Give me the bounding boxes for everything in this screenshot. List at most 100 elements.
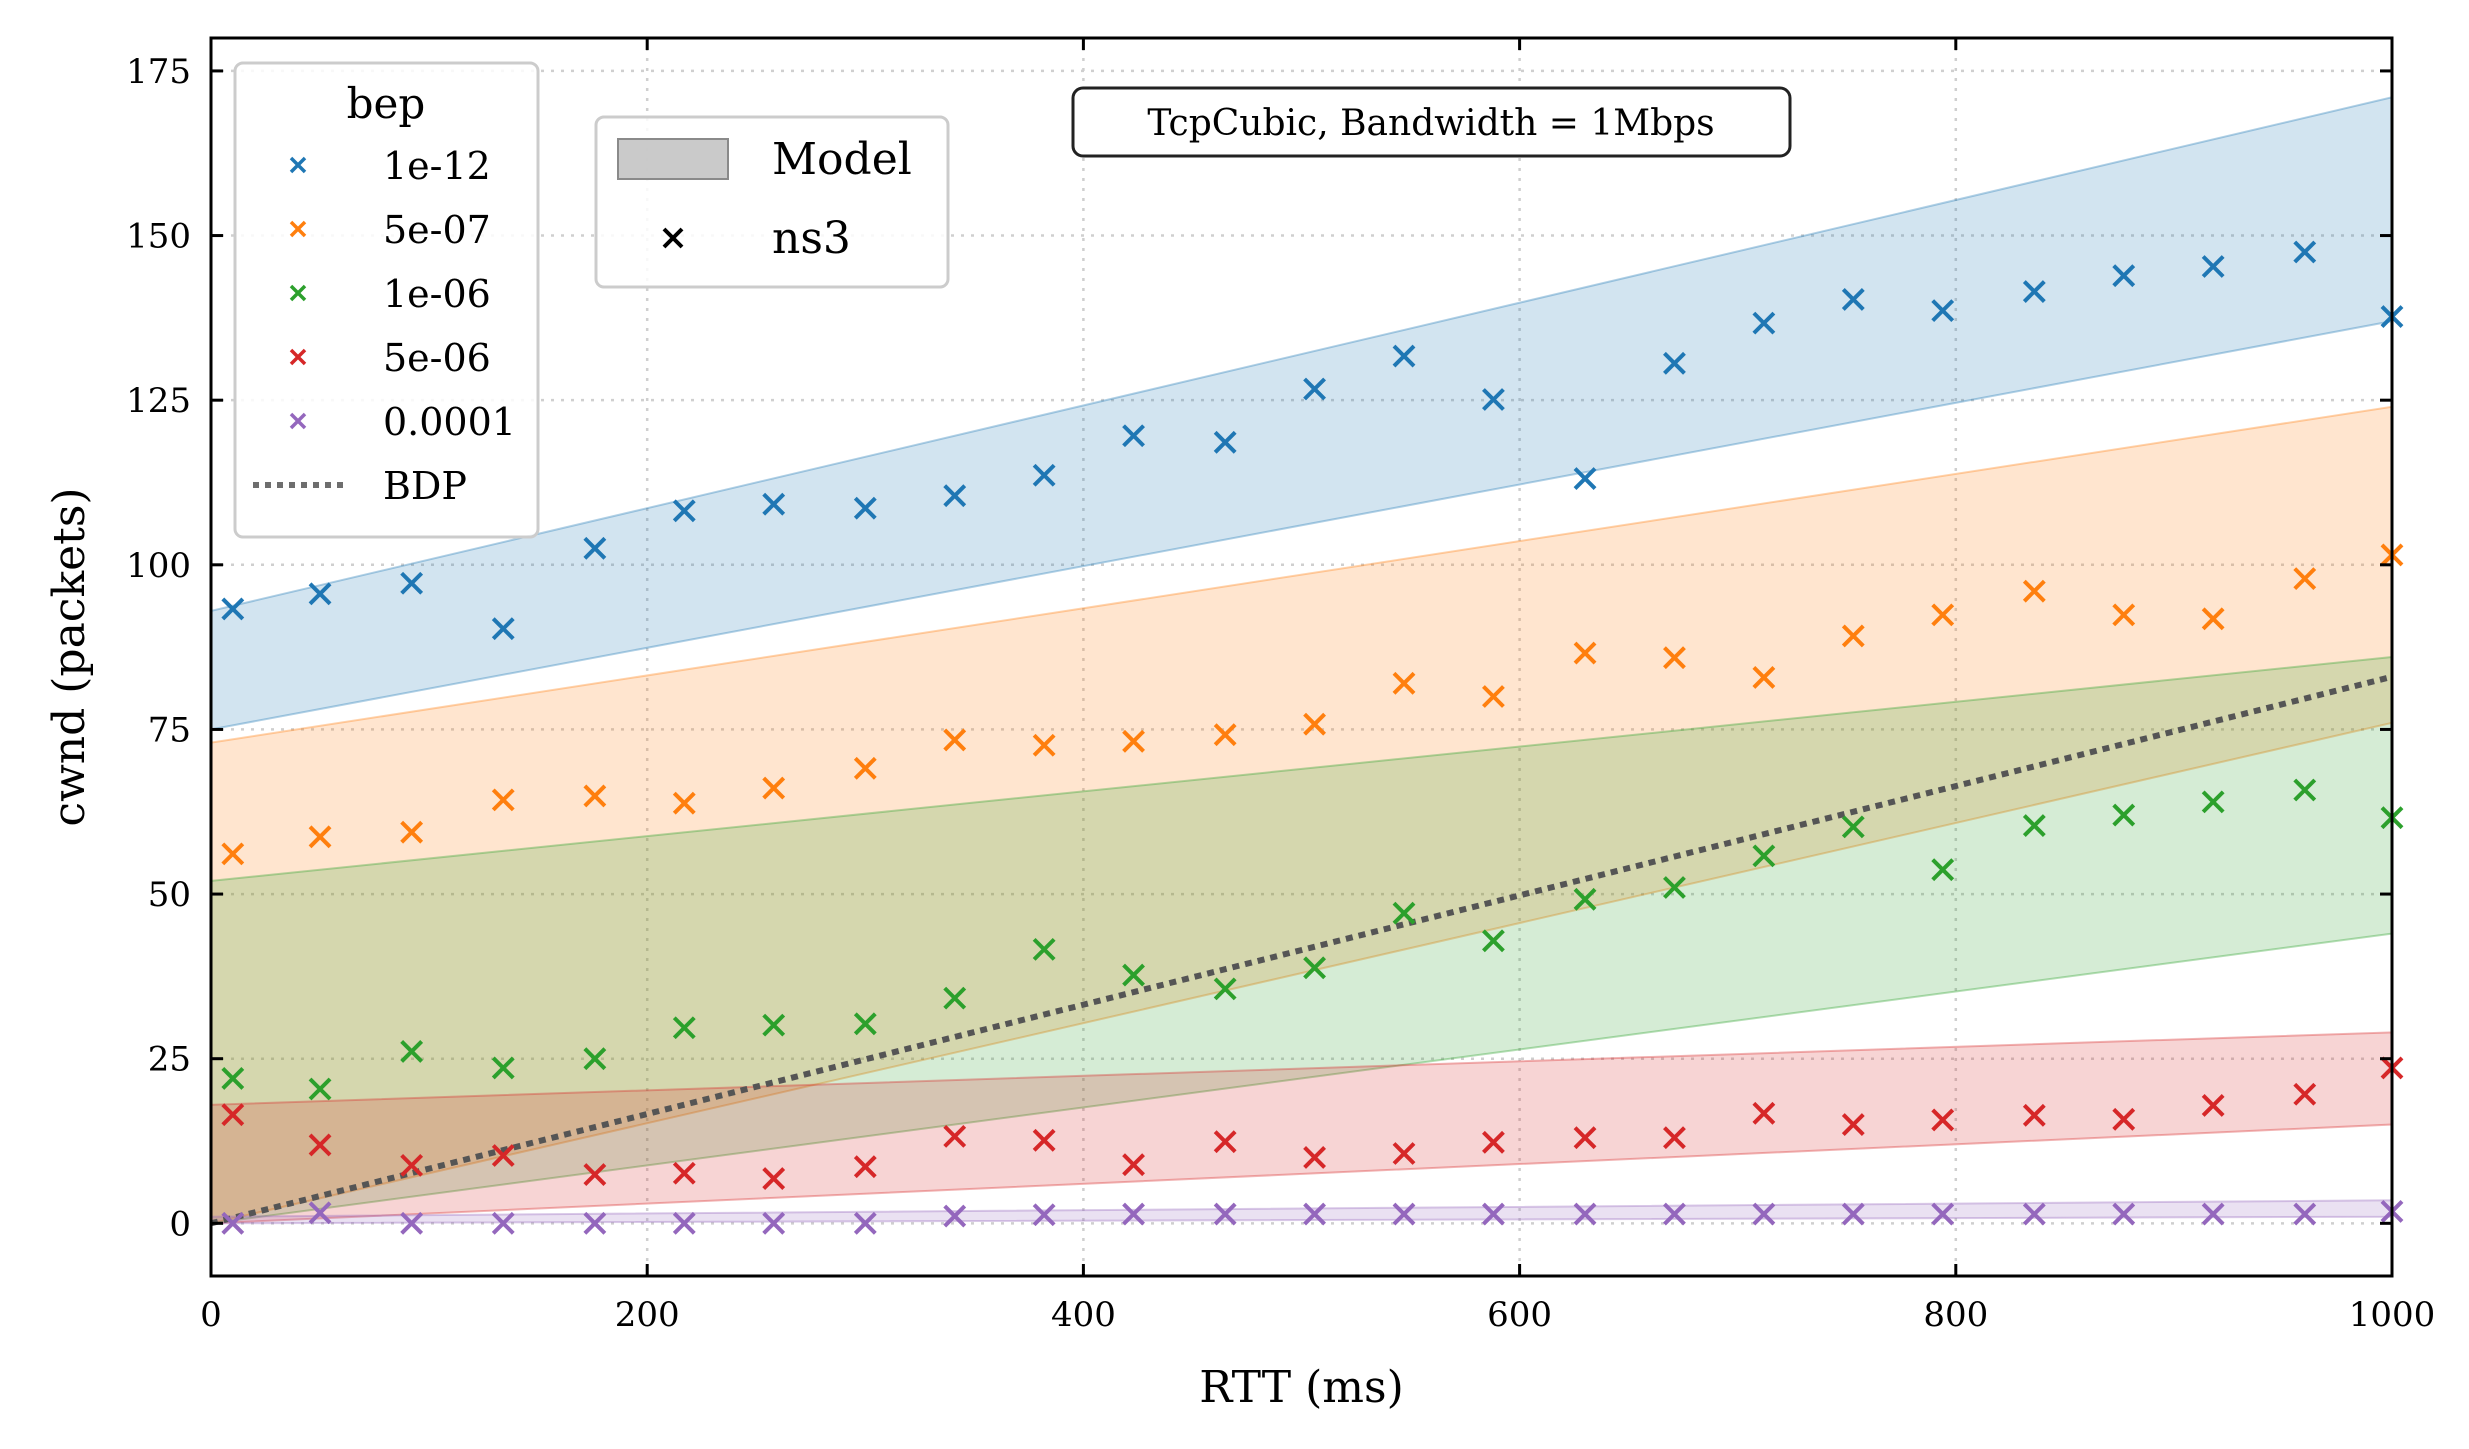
ns3-point-1e-06 — [943, 986, 967, 1010]
ns3-point-1e-06 — [1122, 963, 1145, 987]
ns3-point-5e-06 — [1482, 1130, 1505, 1154]
ns3-point-5e-06 — [1303, 1146, 1327, 1169]
ns3-point-1e-06 — [762, 1013, 786, 1037]
ns3-point-1e-12 — [672, 499, 696, 523]
ns3-point-0.0001 — [1213, 1202, 1237, 1226]
ns3-point-1e-12 — [943, 484, 967, 508]
ns3-point-5e-07 — [1122, 729, 1145, 753]
ns3-point-5e-06 — [1841, 1113, 1865, 1136]
ns3-point-0.0001 — [400, 1211, 424, 1235]
bdp-line — [210, 673, 2393, 1227]
ns3-point-5e-07 — [2201, 607, 2225, 631]
ns3-point-1e-06 — [308, 1077, 332, 1101]
ns3-point-5e-06 — [400, 1153, 424, 1177]
ns3-point-1e-12 — [583, 536, 607, 560]
x-tick-label: 200 — [615, 1295, 680, 1335]
ns3-point-1e-12 — [2022, 280, 2046, 303]
ns3-point-1e-12 — [2293, 240, 2317, 264]
ns3-point-1e-12 — [2201, 255, 2225, 278]
ns3-point-5e-06 — [1931, 1108, 1955, 1132]
ns3-point-0.0001 — [1392, 1202, 1416, 1226]
ns3-point-0.0001 — [2112, 1202, 2136, 1226]
ns3-point-0.0001 — [1931, 1202, 1955, 1226]
ns3-point-5e-06 — [491, 1144, 515, 1167]
ns3-point-1e-06 — [1931, 858, 1955, 882]
ns3-point-5e-07 — [2293, 567, 2317, 591]
ns3-point-5e-07 — [491, 788, 515, 812]
ns3-point-5e-07 — [1573, 641, 1597, 665]
ns3-point-5e-06 — [1752, 1101, 1776, 1125]
ns3-point-0.0001 — [2201, 1202, 2225, 1226]
legend-marker-5e-07 — [289, 220, 307, 238]
legend-bep: bep 1e-12 5e-07 1e-06 5e-06 0.0001 BDP — [233, 61, 540, 539]
ns3-point-5e-07 — [762, 776, 786, 800]
ns3-point-1e-12 — [853, 496, 877, 520]
ns3-point-5e-07 — [1752, 665, 1776, 689]
ns3-point-5e-06 — [2022, 1103, 2046, 1127]
ns3-point-5e-06 — [1032, 1128, 1056, 1152]
ns3-point-0.0001 — [1482, 1202, 1505, 1226]
legend-model-swatch — [617, 138, 729, 180]
ns3-point-1e-06 — [2112, 803, 2136, 827]
ns3-point-0.0001 — [491, 1211, 515, 1235]
annotation-box: TcpCubic, Bandwidth = 1Mbps — [1071, 86, 1792, 158]
annotation-text: TcpCubic, Bandwidth = 1Mbps — [1147, 103, 1714, 144]
legend-marker-0.0001 — [289, 412, 307, 430]
ns3-point-5e-07 — [1392, 671, 1416, 695]
ns3-point-1e-06 — [1303, 956, 1327, 980]
legend-model: Model ns3 — [594, 115, 950, 289]
ns3-point-5e-07 — [853, 756, 877, 780]
legend-ns3-marker — [662, 227, 684, 249]
y-tick-label: 25 — [148, 1040, 191, 1080]
legend-label-bdp: BDP — [383, 464, 467, 508]
y-tick-label: 50 — [148, 875, 191, 915]
ns3-point-1e-12 — [1931, 299, 1955, 323]
legend-label-5e-07: 5e-07 — [383, 208, 491, 252]
ns3-point-5e-07 — [1663, 646, 1686, 670]
ns3-point-0.0001 — [2022, 1202, 2046, 1226]
ns3-point-5e-06 — [1213, 1130, 1237, 1154]
x-tick-label: 600 — [1487, 1295, 1552, 1335]
legend-ns3-label: ns3 — [772, 213, 851, 264]
x-tick-label: 400 — [1051, 1295, 1116, 1335]
ns3-point-0.0001 — [1032, 1203, 1056, 1227]
ns3-point-1e-12 — [1752, 311, 1776, 335]
grid — [211, 38, 2392, 1276]
x-tick-label: 800 — [1923, 1295, 1988, 1335]
ns3-point-5e-06 — [672, 1161, 696, 1185]
ns3-point-1e-06 — [491, 1056, 515, 1080]
ns3-point-1e-06 — [1032, 937, 1056, 961]
ns3-point-1e-06 — [1841, 815, 1865, 839]
ns3-point-5e-07 — [221, 842, 245, 866]
ns3-markers — [221, 240, 2404, 1235]
ns3-point-1e-12 — [1213, 430, 1237, 454]
y-tick-label: 75 — [148, 710, 191, 750]
ns3-point-1e-06 — [221, 1067, 245, 1090]
ns3-point-5e-07 — [1931, 603, 1955, 627]
ns3-point-0.0001 — [1663, 1202, 1686, 1226]
ns3-point-5e-07 — [2022, 579, 2046, 603]
ns3-point-1e-12 — [1482, 388, 1505, 411]
ns3-point-1e-06 — [1213, 977, 1237, 1001]
ns3-point-5e-06 — [308, 1133, 332, 1157]
ns3-point-5e-06 — [221, 1103, 245, 1127]
ns3-point-0.0001 — [308, 1201, 332, 1225]
ns3-point-1e-12 — [1841, 288, 1865, 311]
y-tick-label: 175 — [126, 52, 191, 92]
y-tick-label: 125 — [126, 381, 191, 421]
legend-bep-frame — [233, 61, 540, 539]
ns3-point-1e-06 — [2201, 790, 2225, 814]
legend-label-1e-12: 1e-12 — [383, 144, 491, 188]
annotation-frame — [1071, 86, 1792, 158]
ns3-point-1e-06 — [400, 1040, 424, 1063]
legend-label-0.0001: 0.0001 — [383, 400, 516, 444]
bdp-line-path — [210, 673, 2393, 1227]
ns3-point-0.0001 — [762, 1211, 786, 1235]
ns3-point-1e-06 — [2293, 778, 2317, 802]
ns3-point-5e-07 — [1032, 733, 1056, 757]
ns3-point-1e-06 — [1392, 901, 1416, 925]
ns3-point-5e-07 — [672, 791, 696, 815]
legend-label-1e-06: 1e-06 — [383, 272, 491, 316]
ns3-point-0.0001 — [1752, 1202, 1776, 1226]
